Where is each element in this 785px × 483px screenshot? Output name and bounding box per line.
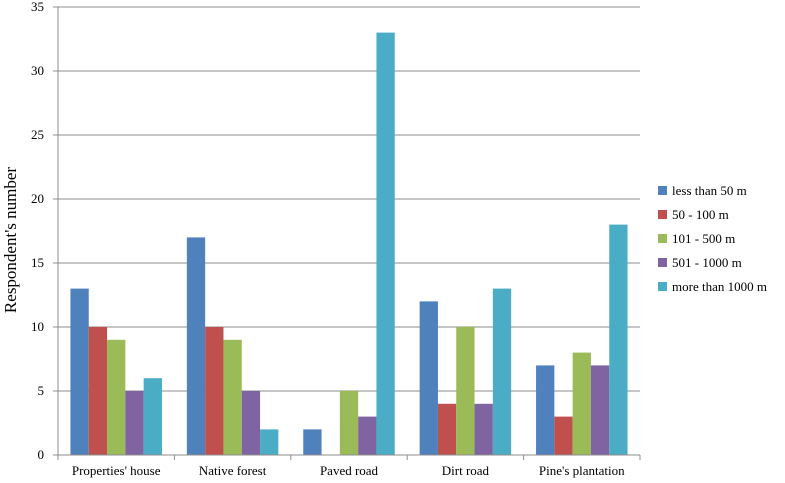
axes: [53, 6, 641, 460]
y-tick-label: 15: [31, 255, 44, 270]
bar: [590, 365, 610, 455]
legend-label: 101 - 500 m: [672, 231, 735, 246]
bar: [456, 327, 475, 455]
y-tick-labels: 0 5 10 15 20 25 30 35: [31, 0, 44, 462]
bar: [376, 32, 395, 455]
legend-swatch: [658, 186, 667, 195]
bar: [554, 416, 573, 455]
legend-label: more than 1000 m: [672, 279, 767, 294]
y-tick-label: 35: [31, 0, 44, 14]
bar: [143, 378, 162, 455]
bar: [186, 237, 206, 455]
legend: less than 50 m 50 - 100 m 101 - 500 m 501 -…: [658, 183, 767, 294]
bar: [70, 288, 89, 455]
legend-swatch: [658, 234, 667, 243]
x-tick-label: Properties' house: [72, 463, 161, 478]
y-tick-label: 20: [31, 191, 44, 206]
bar: [241, 391, 261, 455]
bar: [303, 429, 322, 455]
x-tick-label: Pine's plantation: [539, 463, 625, 478]
bar: [205, 327, 224, 455]
legend-label: 50 - 100 m: [672, 207, 729, 222]
x-tick-label: Dirt road: [442, 463, 490, 478]
bar: [88, 327, 108, 455]
bar: [223, 339, 242, 455]
bar: [609, 224, 628, 455]
y-tick-label: 10: [31, 319, 44, 334]
x-tick-label: Native forest: [199, 463, 267, 478]
bar: [339, 391, 359, 455]
y-axis-title: Respondent's number: [1, 167, 20, 313]
y-tick-label: 5: [38, 383, 45, 398]
bar: [437, 403, 457, 455]
legend-swatch: [658, 210, 667, 219]
legend-swatch: [658, 258, 667, 267]
bar: [536, 365, 555, 455]
x-tick-label: Paved road: [320, 463, 379, 478]
bar: [358, 416, 377, 455]
bar: [474, 403, 493, 455]
gridlines: [58, 6, 640, 392]
bar: [260, 429, 279, 455]
bar: [492, 288, 512, 455]
y-tick-label: 0: [38, 447, 45, 462]
bar: [107, 339, 126, 455]
legend-label: less than 50 m: [672, 183, 747, 198]
legend-swatch: [658, 282, 667, 291]
bars: [70, 32, 628, 455]
y-tick-label: 25: [31, 127, 44, 142]
y-tick-label: 30: [31, 63, 44, 78]
bar: [125, 391, 144, 455]
bar: [572, 352, 591, 455]
legend-label: 501 - 1000 m: [672, 255, 742, 270]
bar: [419, 301, 438, 455]
x-tick-labels: Properties' house Native forest Paved road…: [72, 463, 625, 478]
